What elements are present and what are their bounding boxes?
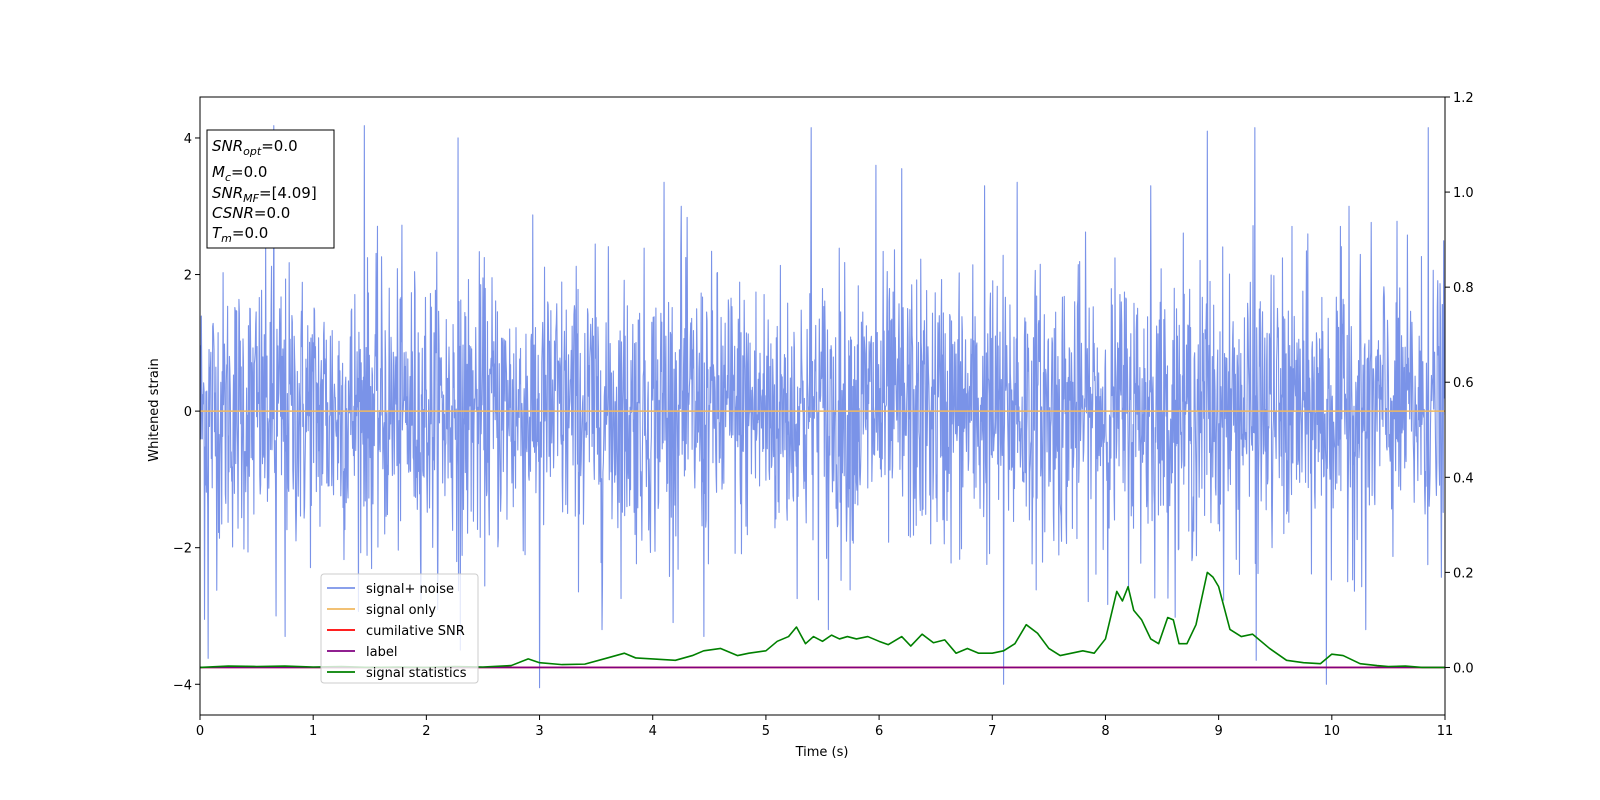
series-line-0: [200, 125, 1445, 689]
legend-label-0: signal+ noise: [366, 582, 454, 597]
x-tick-label: 10: [1324, 724, 1341, 739]
legend-label-1: signal only: [366, 603, 436, 618]
info-line-1: Mc=0.0: [212, 163, 267, 184]
info-value: =0.0: [254, 204, 290, 222]
y2-tick-label: 0.0: [1453, 661, 1474, 676]
legend-frame: [320, 573, 479, 684]
legend: signal+ noise signal only cumilative SNR la…: [320, 573, 479, 684]
info-value: =0.0: [232, 224, 268, 242]
y2-tick-label: 1.2: [1453, 91, 1474, 106]
axes-frame: [199, 96, 1446, 716]
y-tick-label: −4: [173, 678, 192, 693]
y2-tick-label: 0.4: [1453, 471, 1474, 486]
y-tick-label: 4: [184, 132, 192, 147]
x-tick-label: 1: [309, 724, 317, 739]
info-lines: SNRopt=0.0Mc=0.0SNRMF=[4.09]CSNR=0.0Tm=0…: [212, 137, 317, 245]
y-tick-label: 0: [184, 405, 192, 420]
info-line-3: CSNR=0.0: [212, 204, 290, 222]
info-subscript: MF: [243, 192, 259, 205]
info-subscript: m: [221, 232, 232, 245]
info-box: SNRopt=0.0Mc=0.0SNRMF=[4.09]CSNR=0.0Tm=0…: [206, 129, 335, 249]
info-value: =0.0: [261, 137, 297, 155]
y2-tick-label: 0.2: [1453, 566, 1474, 581]
y-tick-label: −2: [173, 542, 192, 557]
x-tick-label: 9: [1214, 724, 1222, 739]
x-tick-label: 6: [875, 724, 883, 739]
y-axis-label: Whitened strain: [147, 358, 162, 461]
x-tick-label: 5: [762, 724, 770, 739]
info-name: T: [212, 224, 223, 242]
info-name: SNR: [212, 137, 243, 155]
series-line-4: [200, 571, 1445, 669]
x-tick-label: 8: [1101, 724, 1109, 739]
y-tick-label: 2: [184, 269, 192, 284]
info-name: CSNR: [212, 204, 254, 222]
info-line-2: SNRMF=[4.09]: [212, 184, 317, 205]
legend-label-4: signal statistics: [366, 666, 467, 681]
x-tick-label: 4: [649, 724, 657, 739]
legend-label-3: label: [366, 645, 397, 660]
x-tick-label: 7: [988, 724, 996, 739]
info-line-0: SNRopt=0.0: [212, 137, 298, 158]
info-value: =[4.09]: [259, 184, 317, 202]
y2-tick-label: 0.8: [1453, 281, 1474, 296]
info-subscript: opt: [243, 145, 262, 158]
info-box-frame: [206, 129, 335, 249]
info-line-4: Tm=0.0: [212, 224, 268, 245]
legend-items: signal+ noise signal only cumilative SNR la…: [327, 582, 467, 681]
x-tick-label: 11: [1437, 724, 1454, 739]
axes: 0 1 2 3 4 5 6 7 8 9 10 11 −4 −2 0 2 4 0.0 0.2 0.4 0.6 0.8 1.0 1…: [173, 91, 1474, 739]
legend-label-2: cumilative SNR: [366, 624, 465, 639]
x-axis-label: Time (s): [795, 745, 849, 760]
info-name: SNR: [212, 184, 243, 202]
y2-tick-label: 0.6: [1453, 376, 1474, 391]
x-tick-label: 0: [196, 724, 204, 739]
x-tick-label: 3: [535, 724, 543, 739]
y2-tick-label: 1.0: [1453, 186, 1474, 201]
info-subscript: c: [225, 171, 231, 184]
info-name: M: [212, 163, 225, 181]
info-value: =0.0: [231, 163, 267, 181]
x-tick-label: 2: [422, 724, 430, 739]
